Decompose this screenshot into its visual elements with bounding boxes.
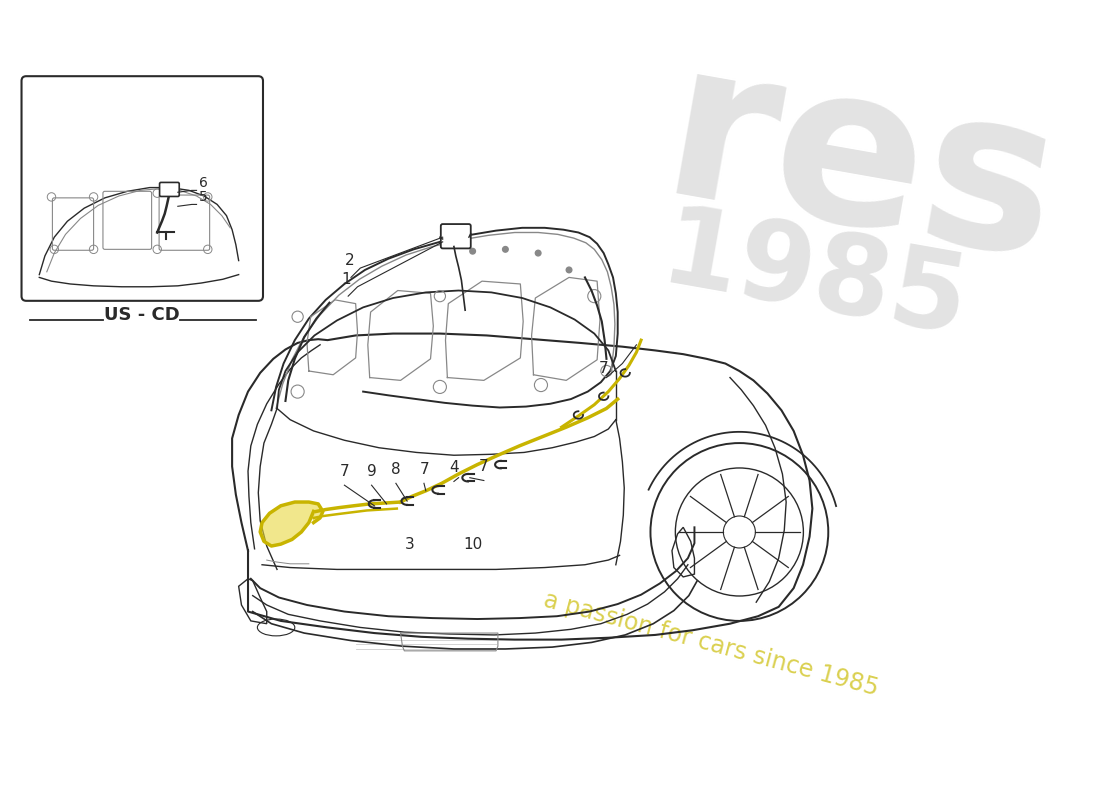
Text: 5: 5 bbox=[199, 190, 208, 204]
Text: 2: 2 bbox=[344, 254, 354, 268]
Text: a passion for cars since 1985: a passion for cars since 1985 bbox=[541, 588, 881, 701]
Text: 7: 7 bbox=[480, 459, 488, 474]
Circle shape bbox=[536, 250, 541, 256]
Text: 7: 7 bbox=[419, 462, 429, 477]
Text: 6: 6 bbox=[199, 176, 208, 190]
FancyBboxPatch shape bbox=[441, 224, 471, 249]
Polygon shape bbox=[261, 502, 323, 546]
Text: 3: 3 bbox=[405, 537, 414, 552]
Text: 10: 10 bbox=[463, 537, 483, 552]
Text: 7: 7 bbox=[340, 464, 350, 479]
Text: 8: 8 bbox=[392, 462, 400, 477]
Circle shape bbox=[503, 246, 508, 252]
Text: 1: 1 bbox=[342, 272, 351, 287]
Text: 9: 9 bbox=[367, 464, 376, 479]
Text: 4: 4 bbox=[449, 460, 459, 475]
Text: res: res bbox=[649, 27, 1072, 306]
Text: 1985: 1985 bbox=[652, 200, 976, 359]
FancyBboxPatch shape bbox=[160, 182, 179, 197]
Circle shape bbox=[566, 267, 572, 273]
Text: US - CD: US - CD bbox=[104, 306, 180, 323]
Circle shape bbox=[470, 249, 475, 254]
Text: 7: 7 bbox=[600, 361, 608, 376]
FancyBboxPatch shape bbox=[22, 76, 263, 301]
